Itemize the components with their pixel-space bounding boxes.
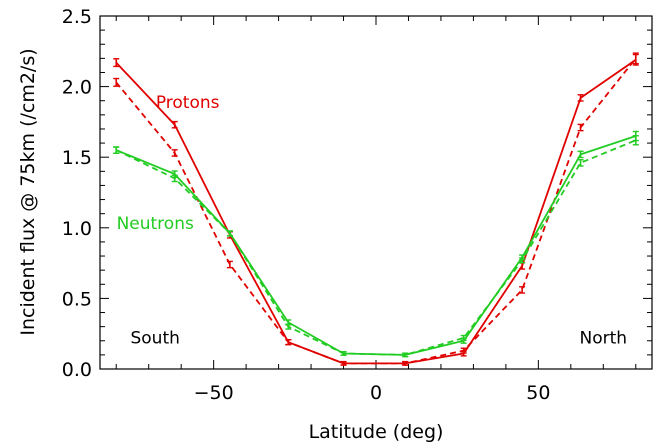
series-line (115, 57, 637, 365)
data-point (340, 351, 347, 356)
annotation-label: Protons (156, 93, 220, 113)
x-axis-title: Latitude (deg) (309, 421, 444, 443)
data-point (460, 347, 467, 354)
series-1 (113, 52, 639, 366)
data-point (226, 260, 233, 269)
y-tick-label: 1.5 (62, 147, 92, 169)
data-point (632, 135, 639, 146)
series-layer (113, 52, 639, 366)
data-point (171, 149, 178, 157)
data-point (577, 150, 584, 159)
data-point (460, 334, 467, 342)
annotation-label: South (130, 329, 179, 349)
y-tick-label: 0.0 (62, 359, 92, 381)
data-point (113, 58, 120, 68)
y-axis: 0.0 0.5 1.0 1.5 2.0 2.5 (62, 6, 652, 381)
data-point (285, 323, 292, 330)
data-point (577, 123, 584, 132)
data-point (577, 94, 584, 102)
plot-frame (99, 15, 653, 370)
data-point (632, 52, 639, 65)
data-point (577, 159, 584, 167)
data-point (519, 257, 526, 264)
annotation-label: North (580, 329, 628, 349)
y-axis-title: Incident flux @ 75km (/cm2/s) (17, 48, 39, 335)
data-point (402, 360, 409, 366)
data-point (402, 352, 409, 358)
data-point (285, 339, 292, 346)
annotation-label: Neutrons (117, 214, 194, 234)
data-point (340, 360, 347, 366)
y-tick-label: 1.0 (62, 218, 92, 240)
x-tick-label: 50 (526, 382, 550, 404)
annotations: Protons Neutrons South North (117, 93, 628, 349)
data-point (519, 286, 526, 294)
data-point (226, 230, 233, 237)
data-point (113, 146, 120, 154)
x-tick-label: 0 (370, 382, 382, 404)
y-tick-label: 0.5 (62, 288, 92, 310)
series-2 (113, 130, 639, 358)
series-line (115, 135, 637, 356)
x-axis: −50 0 50 (115, 16, 637, 404)
x-tick-label: −50 (194, 382, 234, 404)
y-tick-label: 2.0 (62, 77, 92, 99)
series-3 (113, 135, 639, 358)
y-tick-label: 2.5 (62, 6, 92, 28)
series-line (115, 139, 637, 356)
data-point (113, 77, 120, 87)
data-point (171, 120, 178, 129)
data-point (171, 174, 178, 183)
